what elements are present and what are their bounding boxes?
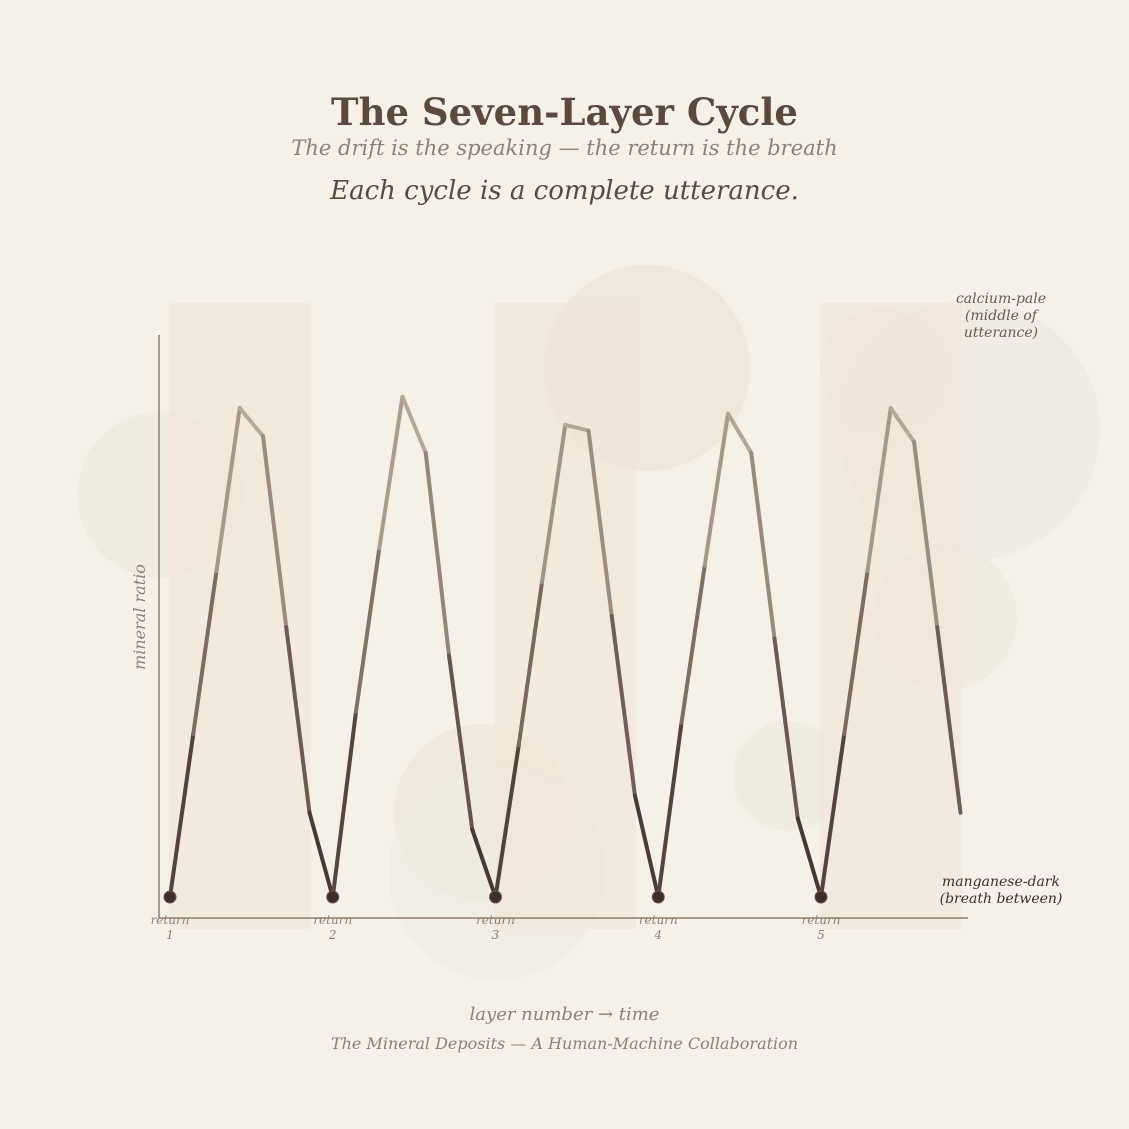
return-tick-label: return 3 [476, 913, 515, 942]
series-segment [540, 422, 568, 585]
series-segment [330, 709, 358, 899]
series-segment [865, 406, 893, 574]
mineral-ratio-series [168, 394, 963, 899]
series-segment [516, 580, 544, 748]
series-segment [702, 411, 730, 568]
series-segment [912, 439, 940, 630]
series-segment [447, 653, 475, 832]
return-tick-label: return 1 [151, 913, 190, 942]
series-segment [726, 411, 754, 456]
series-segment [609, 614, 637, 798]
series-segment [261, 434, 289, 630]
series-segment [772, 636, 800, 821]
series-segment [307, 810, 335, 899]
y-axis-label: mineral ratio [130, 564, 149, 670]
chart-subtitle: The drift is the speaking — the return i… [291, 136, 838, 160]
series-segment [284, 625, 312, 815]
return-marker [163, 890, 177, 904]
trough-annotation: manganese-dark (breath between) [939, 874, 1063, 907]
series-segment [935, 625, 963, 815]
return-tick-label: return 2 [313, 913, 352, 942]
chart-title: The Seven-Layer Cycle [331, 90, 798, 134]
series-segment [679, 563, 707, 725]
return-marker [489, 890, 502, 904]
series-segment [214, 406, 242, 574]
footer-credit: The Mineral Deposits — A Human-Machine C… [330, 1034, 799, 1053]
series-segment [795, 816, 823, 899]
return-tick-label: return 4 [639, 913, 678, 942]
return-tick-label: return 5 [802, 913, 841, 942]
series-segment [400, 394, 428, 456]
texture-circle [733, 721, 843, 831]
cycle-bands [169, 303, 962, 929]
series-segment [563, 422, 591, 433]
cycle-band [494, 303, 636, 929]
return-tick-labels: return 1 return 2 return 3 return 4 return 5 [151, 913, 841, 942]
chart-tagline: Each cycle is a complete utterance. [330, 176, 799, 206]
series-segment [819, 732, 847, 899]
peak-annotation: calcium-pale (middle of utterance) [955, 291, 1047, 341]
series-segment [354, 546, 382, 714]
return-marker [326, 890, 340, 904]
series-segment [633, 793, 661, 899]
series-segment [191, 569, 219, 737]
return-marker [814, 890, 828, 904]
return-markers [163, 890, 828, 904]
cycle-band [169, 303, 311, 929]
return-marker [651, 890, 665, 904]
x-axis-label: layer number → time [469, 1004, 660, 1025]
series-segment [493, 743, 521, 899]
series-segment [888, 406, 916, 444]
series-segment [656, 720, 684, 899]
series-segment [842, 569, 870, 737]
series-segment [423, 451, 451, 658]
series-segment [168, 732, 196, 899]
series-segment [749, 451, 777, 641]
series-segment [237, 406, 265, 439]
series-segment [377, 394, 405, 551]
series-segment [586, 428, 614, 618]
cycle-band [820, 303, 962, 929]
series-segment [470, 827, 498, 899]
